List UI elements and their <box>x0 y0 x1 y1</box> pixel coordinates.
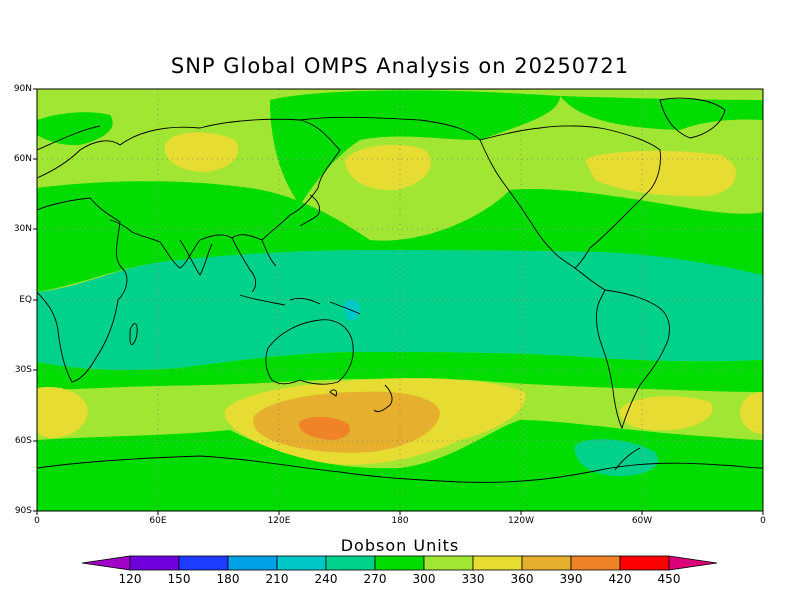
colorbar-segment-above-450 <box>668 555 718 571</box>
coastlines <box>37 97 763 483</box>
colorbar-title: Dobson Units <box>340 536 460 555</box>
ozone-band-south-390-420 <box>253 391 440 453</box>
ozone-band-low-240-270 <box>344 299 360 321</box>
ozone-band-siberia-360-390 <box>164 132 239 172</box>
colorbar-label-300: 300 <box>412 572 436 586</box>
ozone-band-arctic-green <box>560 96 763 130</box>
colorbar-segment-240 <box>325 555 376 571</box>
lat-label-90n: 90N <box>13 84 32 94</box>
map-title: SNP Global OMPS Analysis on 20250721 <box>170 54 630 78</box>
colorbar-label-240: 240 <box>314 572 338 586</box>
colorbar-segment-below-120 <box>81 555 131 571</box>
ozone-band-south-west-360-390 <box>37 386 88 438</box>
ozone-band-north-pacific-360-390 <box>345 144 431 191</box>
lat-label-60s: 60S <box>14 436 32 446</box>
lon-label-0-east: 0 <box>760 516 766 526</box>
colorbar-label-270: 270 <box>363 572 387 586</box>
ozone-band-south-300-330 <box>37 352 763 392</box>
colorbar-segment-420 <box>619 555 670 571</box>
colorbar <box>81 555 718 571</box>
ozone-band-north-america-360-390 <box>585 150 737 197</box>
ozone-band-south-atlantic-270-300 <box>574 439 659 476</box>
map-grid <box>37 89 763 511</box>
lon-label-60w: 60W <box>631 516 653 526</box>
colorbar-label-420: 420 <box>608 572 632 586</box>
lat-label-90s: 90S <box>14 506 32 516</box>
colorbar-segment-360 <box>521 555 572 571</box>
colorbar-segment-120 <box>129 555 180 571</box>
colorbar-segment-270 <box>374 555 425 571</box>
colorbar-segment-210 <box>276 555 327 571</box>
lat-label-eq: EQ <box>19 295 32 305</box>
colorbar-label-360: 360 <box>510 572 534 586</box>
colorbar-label-210: 210 <box>265 572 289 586</box>
colorbar-label-390: 390 <box>559 572 583 586</box>
colorbar-segment-300 <box>423 555 474 571</box>
lon-label-60e: 60E <box>149 516 167 526</box>
lon-label-180: 180 <box>391 516 409 526</box>
colorbar-label-330: 330 <box>461 572 485 586</box>
ozone-band-north-atlantic <box>37 112 113 146</box>
colorbar-segment-180 <box>227 555 278 571</box>
ozone-band-north-300-330 <box>37 181 763 292</box>
colorbar-label-120: 120 <box>118 572 142 586</box>
ozone-band-south-east-360-390 <box>740 392 763 434</box>
colorbar-label-150: 150 <box>167 572 191 586</box>
colorbar-segment-390 <box>570 555 621 571</box>
lon-label-120w: 120W <box>507 516 535 526</box>
lat-label-60n: 60N <box>13 154 32 164</box>
map-ticks <box>33 88 764 515</box>
lon-label-0-west: 0 <box>34 516 40 526</box>
lat-label-30n: 30N <box>13 224 32 234</box>
colorbar-segment-330 <box>472 555 523 571</box>
ozone-band-south-atlantic-360-390 <box>619 396 713 431</box>
lon-label-120e: 120E <box>267 516 291 526</box>
colorbar-segment-150 <box>178 555 229 571</box>
ozone-band-south-420-450 <box>299 416 350 440</box>
lat-label-30s: 30S <box>14 365 32 375</box>
colorbar-label-450: 450 <box>657 572 681 586</box>
ozone-band-polar-north-300-330 <box>270 90 560 205</box>
colorbar-label-180: 180 <box>216 572 240 586</box>
